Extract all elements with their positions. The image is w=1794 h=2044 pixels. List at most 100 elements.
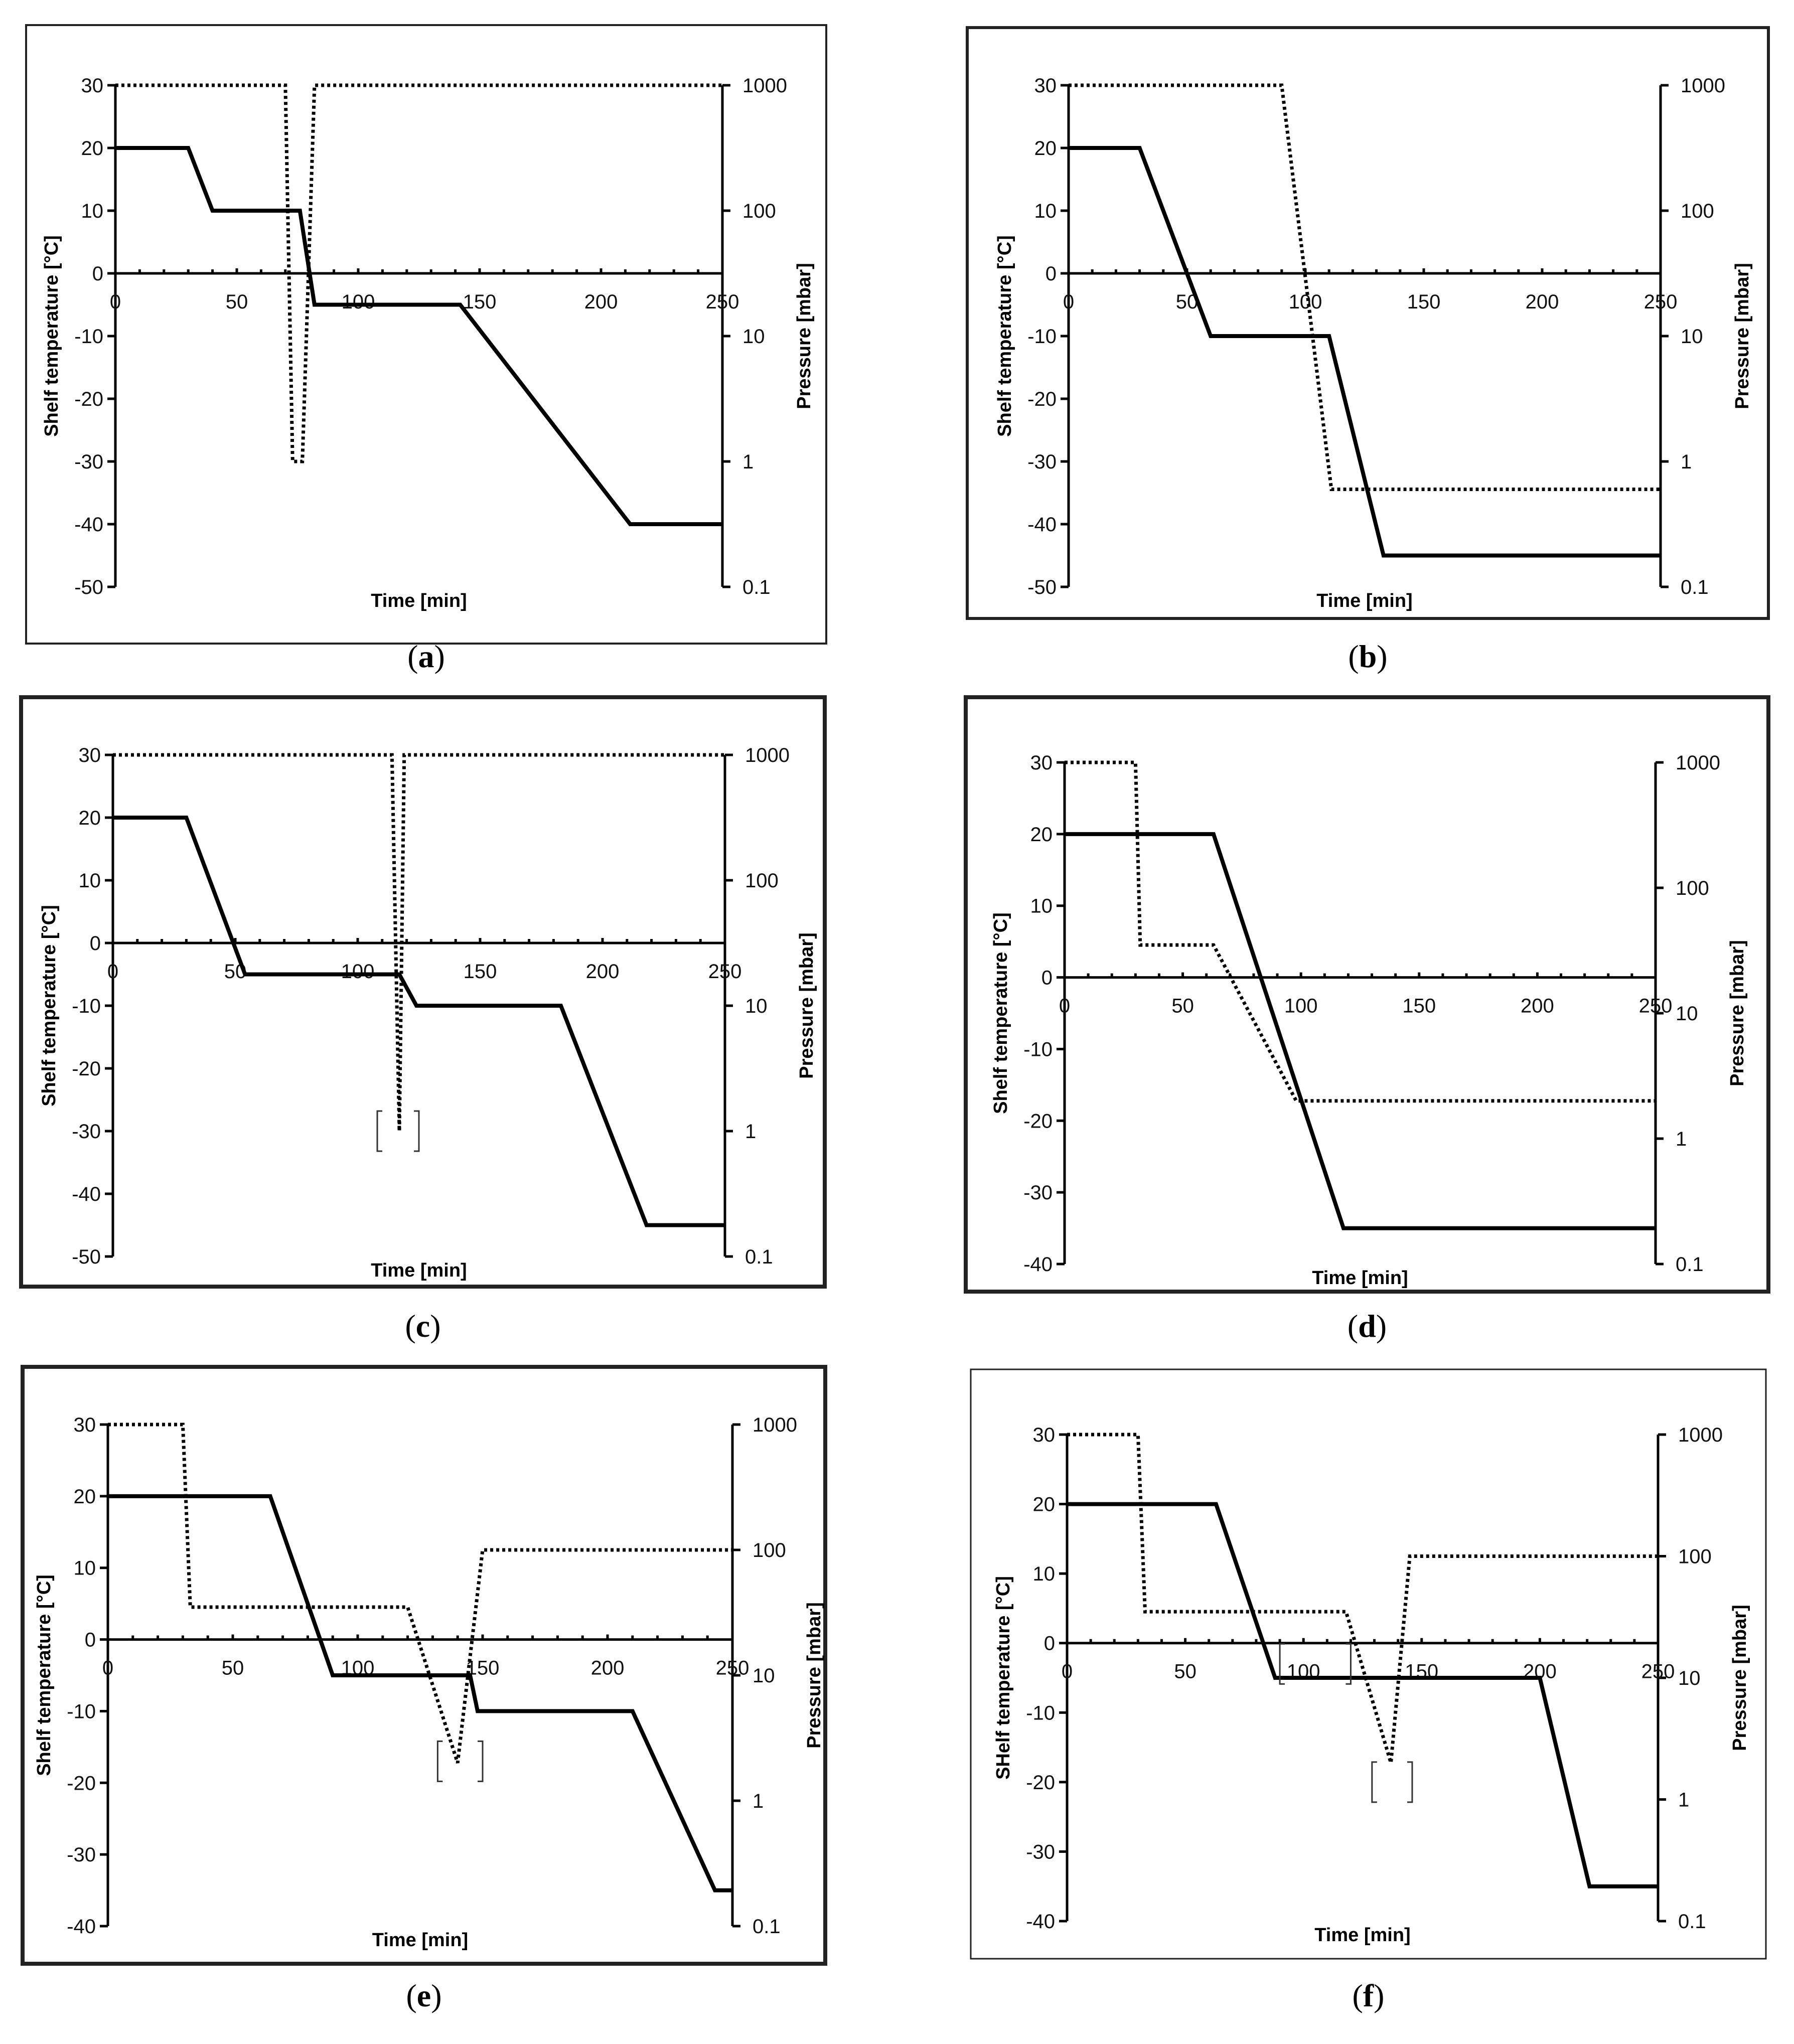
y-axis-title: Shelf temperature [°C] [39,905,60,1107]
caption-close: ) [431,1978,441,2013]
y2-tick-label: 1 [1681,451,1692,473]
x-tick-label: 0 [102,1657,113,1679]
y2-tick-label: 10 [753,1665,775,1687]
y-tick-label: -30 [1027,451,1057,473]
y2-axis-title: Pressure [mbar] [804,1602,825,1748]
y-tick-label: 20 [79,807,101,829]
caption-letter: b [1359,639,1377,674]
y-tick-label: 30 [1033,1424,1056,1446]
y-tick-label: -20 [67,1772,96,1794]
y2-tick-label: 1000 [1676,752,1720,774]
bracket-right [478,1740,484,1782]
y-tick-label: -10 [67,1700,96,1722]
y-tick-label: 20 [74,1486,96,1508]
bracket-left [436,1740,443,1782]
y-tick-label: 10 [81,200,104,222]
y-tick-label: 0 [1044,1633,1055,1655]
shelf-temperature-line [108,1494,732,1893]
x-tick-label: 0 [1062,1661,1073,1683]
caption-open: ( [1348,639,1359,674]
pressure-line [1065,760,1656,1103]
x-tick-label: 0 [1063,291,1074,313]
y2-axis-title: Pressure [mbar] [1729,1605,1750,1751]
y2-tick-label: 1000 [1678,1424,1723,1446]
y2-tick-label: 0.1 [1678,1911,1706,1933]
caption-close: ) [1376,1308,1387,1344]
y-tick-label: -20 [74,388,103,410]
caption-close: ) [1377,639,1387,674]
y-axis-title: Shelf temperature [°C] [41,235,62,437]
panel-caption: (e) [406,1978,441,2013]
y2-tick-label: 1000 [745,744,790,766]
y-tick-label: -10 [1026,1702,1055,1724]
y-tick-label: -40 [1026,1911,1055,1933]
y-tick-label: -40 [74,514,103,536]
y2-axis-title: Pressure [mbar] [796,932,817,1078]
bracket-right [1346,1643,1352,1685]
y-tick-label: -50 [72,1246,101,1268]
y2-axis-title: Pressure [mbar] [1727,940,1748,1086]
shelf-temperature-line [113,816,725,1227]
x-tick-label: 250 [1641,1661,1675,1683]
shelf-temperature-line [1069,146,1661,558]
y-tick-label: -40 [67,1916,96,1938]
x-axis-title: Time [min] [371,1260,467,1281]
caption-letter: a [418,639,434,674]
panel-frame [966,26,1770,620]
y-tick-label: -50 [74,576,103,598]
bracket-right [1407,1761,1413,1803]
y-tick-label: -40 [1023,1253,1053,1276]
x-tick-label: 200 [1526,291,1559,313]
y-tick-label: -30 [74,451,103,473]
y-tick-label: 10 [1030,895,1053,917]
caption-open: ( [1353,1978,1363,2013]
panel-caption: (d) [1348,1308,1387,1344]
y2-tick-label: 1 [753,1790,764,1812]
y-tick-label: 10 [74,1557,96,1580]
x-tick-label: 0 [1059,995,1070,1017]
y-axis-title: SHelf temperature [°C] [993,1576,1014,1780]
y2-tick-label: 1 [742,451,754,473]
y-tick-label: -20 [72,1058,101,1080]
x-tick-label: 200 [1521,995,1554,1017]
y-tick-label: 30 [79,744,101,766]
y2-tick-label: 1000 [1681,75,1725,97]
caption-close: ) [430,1308,440,1344]
x-tick-label: 100 [1289,291,1322,313]
y2-tick-label: 1000 [753,1414,797,1436]
y-tick-label: -20 [1026,1772,1055,1794]
x-tick-label: 50 [1174,1661,1197,1683]
y-tick-label: -50 [1027,576,1057,598]
x-tick-label: 0 [107,961,118,983]
panel-frame [964,695,1770,1294]
y-tick-label: 20 [1034,137,1057,160]
y-axis-title: Shelf temperature [°C] [34,1575,55,1776]
pressure-line [115,83,722,463]
y2-tick-label: 100 [753,1539,786,1561]
bracket-left [1371,1761,1377,1803]
panel-frame [25,24,827,645]
pressure-line [113,753,725,1132]
y2-tick-label: 100 [745,870,779,892]
x-tick-label: 100 [341,961,375,983]
x-tick-label: 150 [1407,291,1441,313]
x-tick-label: 0 [110,291,121,313]
x-axis-title: Time [min] [1316,590,1412,611]
y-tick-label: -30 [1026,1841,1055,1863]
y-tick-label: 20 [1033,1494,1056,1516]
shelf-temperature-line [1067,1502,1658,1889]
y-tick-label: 10 [1033,1563,1056,1585]
y-tick-label: 10 [79,870,101,892]
x-tick-label: 50 [222,1657,244,1679]
x-tick-label: 250 [708,961,742,983]
y2-tick-label: 10 [1676,1003,1698,1025]
x-tick-label: 200 [584,291,618,313]
x-tick-label: 150 [464,961,497,983]
y2-tick-label: 1 [1676,1128,1687,1150]
caption-open: ( [1348,1308,1358,1344]
y-tick-label: -30 [1023,1182,1053,1204]
y-tick-label: -30 [67,1844,96,1866]
caption-letter: d [1358,1308,1376,1344]
pressure-line [108,1423,732,1764]
